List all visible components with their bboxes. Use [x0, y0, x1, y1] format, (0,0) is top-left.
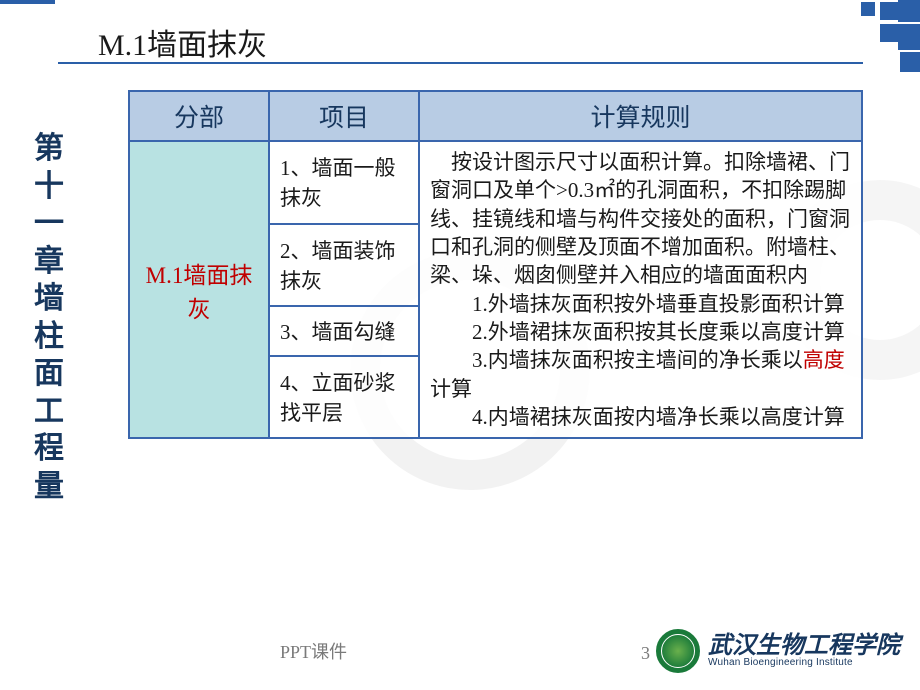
- title-underline: [58, 62, 863, 64]
- chapter-side-title: 第十一章 墙柱面工程量: [30, 130, 68, 505]
- top-accent-rule: [0, 0, 55, 4]
- section-cell: M.1墙面抹灰: [129, 141, 269, 438]
- calculation-rules-table: 分部 项目 计算规则 M.1墙面抹灰 1、墙面一般抹灰 按设计图示尺寸以面积计算…: [128, 90, 863, 439]
- rule-sub2: 2.外墙裙抹灰面积按其长度乘以高度计算: [430, 318, 851, 346]
- slide-footer: PPT课件 3 武汉生物工程学院 Wuhan Bioengineering In…: [0, 626, 920, 676]
- university-logo-block: 武汉生物工程学院 Wuhan Bioengineering Institute: [656, 626, 900, 676]
- header-rule: 计算规则: [419, 91, 862, 141]
- corner-decoration: [840, 0, 920, 80]
- rule-main-text: 按设计图示尺寸以面积计算。扣除墙裙、门窗洞口及单个>0.3㎡的孔洞面积，不扣除踢…: [430, 148, 851, 290]
- item-cell: 1、墙面一般抹灰: [269, 141, 419, 224]
- item-cell: 4、立面砂浆找平层: [269, 356, 419, 439]
- university-name-cn: 武汉生物工程学院: [708, 634, 900, 658]
- table-header-row: 分部 项目 计算规则: [129, 91, 862, 141]
- rule-cell: 按设计图示尺寸以面积计算。扣除墙裙、门窗洞口及单个>0.3㎡的孔洞面积，不扣除踢…: [419, 141, 862, 438]
- rule-sub4: 4.内墙裙抹灰面按内墙净长乘以高度计算: [430, 403, 851, 431]
- highlight-text: 高度: [803, 348, 845, 372]
- table-row: M.1墙面抹灰 1、墙面一般抹灰 按设计图示尺寸以面积计算。扣除墙裙、门窗洞口及…: [129, 141, 862, 224]
- rule-sub3: 3.内墙抹灰面积按主墙间的净长乘以高度计算: [430, 346, 851, 403]
- header-section: 分部: [129, 91, 269, 141]
- header-item: 项目: [269, 91, 419, 141]
- page-title: M.1墙面抹灰: [98, 20, 267, 64]
- rule-sub1: 1.外墙抹灰面积按外墙垂直投影面积计算: [430, 290, 851, 318]
- footer-page-number: 3: [641, 643, 650, 664]
- university-seal-icon: [656, 629, 700, 673]
- item-cell: 2、墙面装饰抹灰: [269, 224, 419, 307]
- university-name: 武汉生物工程学院 Wuhan Bioengineering Institute: [708, 634, 900, 668]
- university-name-en: Wuhan Bioengineering Institute: [708, 658, 900, 668]
- item-cell: 3、墙面勾缝: [269, 306, 419, 355]
- footer-label: PPT课件: [280, 638, 347, 664]
